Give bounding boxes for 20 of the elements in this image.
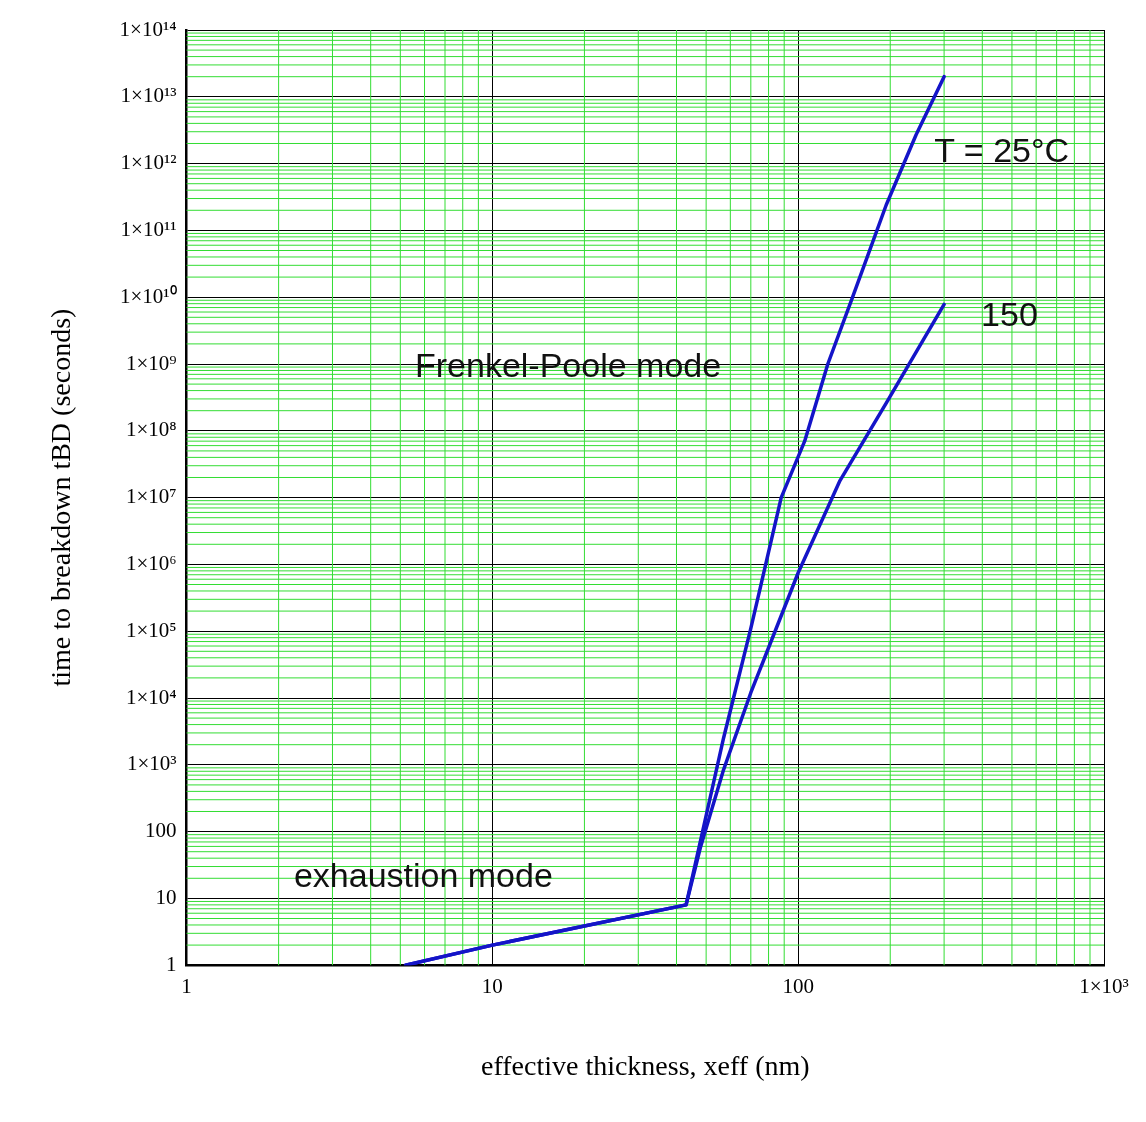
x-axis-title: effective thickness, xeff (nm) — [480, 1049, 810, 1081]
x-tick-label: 1×10³ — [1079, 974, 1129, 999]
y-tick-label: 1×10⁸ — [125, 417, 177, 442]
y-axis-title: time to breakdown tBD (seconds) — [45, 308, 77, 687]
y-tick-label: 1 — [166, 951, 177, 976]
y-tick-label: 1×10¹² — [120, 150, 177, 175]
y-tick-label: 1×10⁵ — [125, 617, 177, 642]
y-tick-label: 1×10⁶ — [125, 550, 177, 575]
y-tick-label: 10 — [155, 884, 177, 909]
y-tick-label: 1×10¹⁰ — [119, 283, 177, 308]
y-tick-label: 1×10⁷ — [125, 484, 177, 509]
y-tick-label: 1×10¹¹ — [120, 216, 177, 241]
y-tick-label: 1×10⁴ — [125, 684, 177, 709]
y-tick-label: 1×10¹³ — [120, 83, 177, 108]
x-tick-label: 10 — [481, 974, 503, 999]
y-tick-label: 1×10³ — [126, 751, 177, 776]
y-tick-label: 100 — [145, 818, 177, 843]
y-tick-label: 1×10⁹ — [125, 350, 177, 375]
y-tick-label: 1×10¹⁴ — [119, 16, 177, 41]
x-tick-label: 100 — [782, 974, 814, 999]
